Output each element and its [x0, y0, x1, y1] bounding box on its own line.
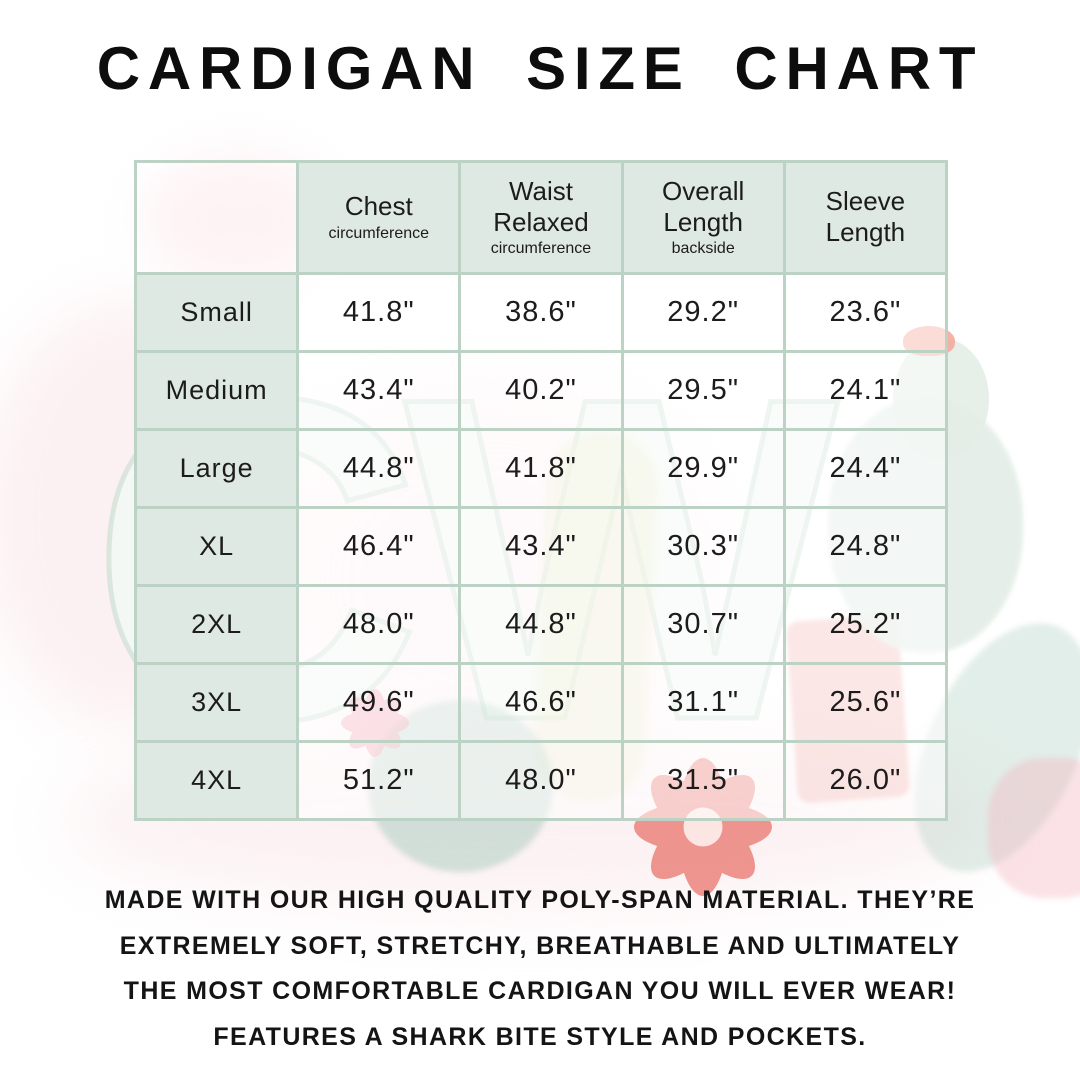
column-header-sub: circumference [328, 224, 430, 242]
table-row-large: Large 44.8" 41.8" 29.9" 24.4" [133, 428, 949, 509]
size-chart-table-wrap: Chest circumference Waist Relaxed circum… [133, 160, 949, 821]
waist-value: 41.8" [458, 428, 624, 509]
size-label: 3XL [133, 662, 300, 743]
description-line: FEATURES A SHARK BITE STYLE AND POCKETS. [213, 1022, 867, 1051]
length-value: 31.1" [620, 662, 786, 743]
sleeve-value: 23.6" [782, 272, 949, 353]
column-header-main: Sleeve Length [825, 185, 906, 247]
sleeve-value: 26.0" [782, 740, 949, 821]
size-label: Large [133, 428, 300, 509]
length-value: 30.3" [620, 506, 786, 587]
size-label: 2XL [133, 584, 300, 665]
table-row-medium: Medium 43.4" 40.2" 29.5" 24.1" [133, 350, 949, 431]
sleeve-value: 25.2" [782, 584, 949, 665]
column-header-sub: backside [671, 240, 735, 258]
page-title: CARDIGAN SIZE CHART [96, 35, 984, 102]
waist-value: 44.8" [458, 584, 624, 665]
chest-value: 46.4" [296, 506, 462, 587]
waist-value: 43.4" [458, 506, 624, 587]
chest-value: 43.4" [296, 350, 462, 431]
description-line: EXTREMELY SOFT, STRETCHY, BREATHABLE AND… [119, 931, 961, 960]
table-row-xl: XL 46.4" 43.4" 30.3" 24.8" [133, 506, 949, 587]
column-header-main: Overall Length [661, 175, 745, 237]
column-header-waist: Waist Relaxed circumference [458, 160, 624, 275]
chest-value: 51.2" [296, 740, 462, 821]
size-label: 4XL [133, 740, 300, 821]
table-header: Chest circumference Waist Relaxed circum… [133, 160, 949, 275]
table-body: Small 41.8" 38.6" 29.2" 23.6" Medium 43.… [133, 272, 949, 821]
column-header-main: Waist Relaxed [493, 175, 589, 237]
size-label: Small [133, 272, 300, 353]
corner-cell [133, 160, 300, 275]
table-row-2xl: 2XL 48.0" 44.8" 30.7" 25.2" [133, 584, 949, 665]
sleeve-value: 24.1" [782, 350, 949, 431]
size-label: Medium [133, 350, 300, 431]
description-line: MADE WITH OUR HIGH QUALITY POLY-SPAN MAT… [104, 886, 976, 914]
size-label: XL [133, 506, 300, 587]
length-value: 29.2" [620, 272, 786, 353]
column-header-sub: circumference [490, 240, 592, 258]
header-row: Chest circumference Waist Relaxed circum… [133, 160, 949, 275]
chest-value: 41.8" [296, 272, 462, 353]
length-value: 31.5" [620, 740, 786, 821]
length-value: 29.5" [620, 350, 786, 431]
sleeve-value: 24.8" [782, 506, 949, 587]
size-chart-table: Chest circumference Waist Relaxed circum… [133, 160, 949, 821]
description-text: MADE WITH OUR HIGH QUALITY POLY-SPAN MAT… [0, 878, 1080, 1060]
table-row-small: Small 41.8" 38.6" 29.2" 23.6" [133, 272, 949, 353]
table-row-4xl: 4XL 51.2" 48.0" 31.5" 26.0" [133, 740, 949, 821]
description-line: THE MOST COMFORTABLE CARDIGAN YOU WILL E… [123, 977, 957, 1005]
column-header-chest: Chest circumference [296, 160, 462, 275]
chest-value: 44.8" [296, 428, 462, 509]
waist-value: 38.6" [458, 272, 624, 353]
table-row-3xl: 3XL 49.6" 46.6" 31.1" 25.6" [133, 662, 949, 743]
waist-value: 46.6" [458, 662, 624, 743]
column-header-sleeve-length: Sleeve Length [782, 160, 949, 275]
column-header-overall-length: Overall Length backside [620, 160, 786, 275]
sleeve-value: 24.4" [782, 428, 949, 509]
chest-value: 48.0" [296, 584, 462, 665]
length-value: 30.7" [620, 584, 786, 665]
column-header-main: Chest [344, 191, 413, 222]
waist-value: 40.2" [458, 350, 624, 431]
sleeve-value: 25.6" [782, 662, 949, 743]
chest-value: 49.6" [296, 662, 462, 743]
length-value: 29.9" [620, 428, 786, 509]
watermark-pink-corner [988, 758, 1080, 898]
waist-value: 48.0" [458, 740, 624, 821]
